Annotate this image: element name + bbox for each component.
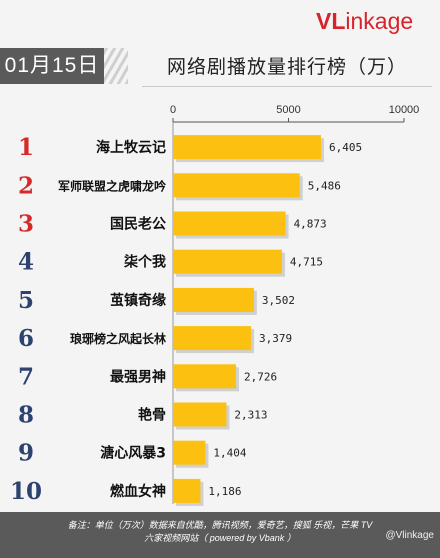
bar-value-label: 4,873 xyxy=(294,218,327,231)
category-label: 琅琊榜之风起长林 xyxy=(70,331,166,346)
bar-value-label: 1,186 xyxy=(208,485,241,498)
category-label: 军师联盟之虎啸龙吟 xyxy=(58,178,166,193)
x-tick-label: 0 xyxy=(170,104,176,116)
rank-number: 3 xyxy=(18,211,34,238)
bar xyxy=(173,287,254,312)
category-label: 最强男神 xyxy=(110,368,166,385)
bar xyxy=(173,478,201,503)
bar xyxy=(173,402,227,427)
rank-number: 6 xyxy=(18,325,34,352)
category-label: 艳骨 xyxy=(138,407,166,424)
x-tick-label: 10000 xyxy=(389,104,420,116)
rank-number: 7 xyxy=(18,363,34,390)
rank-number: 5 xyxy=(18,287,34,314)
rank-number: 8 xyxy=(18,402,34,429)
x-tick-label: 5000 xyxy=(276,104,300,116)
rank-number: 1 xyxy=(18,134,34,161)
rank-number: 4 xyxy=(18,249,34,276)
bar-value-label: 6,405 xyxy=(329,141,362,154)
footer-line-2: 六家视频网站（ powered by Vbank ） xyxy=(144,533,296,543)
bar-value-label: 3,379 xyxy=(259,332,292,345)
title-divider xyxy=(142,86,432,87)
footer-line-1: 备注：单位（万次）数据来自优酷，腾讯视频，爱奇艺，搜狐 乐视，芒果 TV xyxy=(67,520,373,530)
bar xyxy=(173,440,206,465)
bar-chart: 0 5000 10000 6,405 1 海上牧云记 5,486 2 军师联盟之虎啸龙吟 4,87… xyxy=(10,104,420,506)
rank-number: 10 xyxy=(10,478,42,505)
footer-bar: 备注：单位（万次）数据来自优酷，腾讯视频，爱奇艺，搜狐 乐视，芒果 TV 六家视… xyxy=(0,512,440,558)
rank-number: 2 xyxy=(18,172,34,199)
footer-note: 备注：单位（万次）数据来自优酷，腾讯视频，爱奇艺，搜狐 乐视，芒果 TV 六家视… xyxy=(0,519,440,545)
bar-value-label: 5,486 xyxy=(308,179,341,192)
category-label: 燃血女神 xyxy=(110,483,166,500)
bar xyxy=(173,135,321,160)
rank-number: 9 xyxy=(18,440,34,467)
bar xyxy=(173,249,282,274)
category-label: 溏心风暴3 xyxy=(100,445,166,462)
bar-value-label: 1,404 xyxy=(213,447,246,460)
bar-value-label: 2,313 xyxy=(234,409,267,422)
vlinkage-logo: VLinkage xyxy=(316,8,414,34)
chart-title: 网络剧播放量排行榜（万） xyxy=(166,56,407,78)
category-label: 海上牧云记 xyxy=(96,139,166,156)
bar xyxy=(173,326,252,351)
date-badge: 01月15日 xyxy=(0,48,104,84)
bar-value-label: 2,726 xyxy=(244,370,277,383)
bar xyxy=(173,364,236,389)
bar xyxy=(173,173,300,198)
weibo-watermark: @Vlinkage xyxy=(385,530,434,541)
date-stripes-decoration xyxy=(104,48,128,84)
bar-value-label: 3,502 xyxy=(262,294,295,307)
bar-value-label: 4,715 xyxy=(290,256,323,269)
category-label: 茧镇奇缘 xyxy=(110,292,166,309)
category-label: 国民老公 xyxy=(110,216,166,233)
bar xyxy=(173,211,286,236)
category-label: 柒个我 xyxy=(123,254,166,271)
